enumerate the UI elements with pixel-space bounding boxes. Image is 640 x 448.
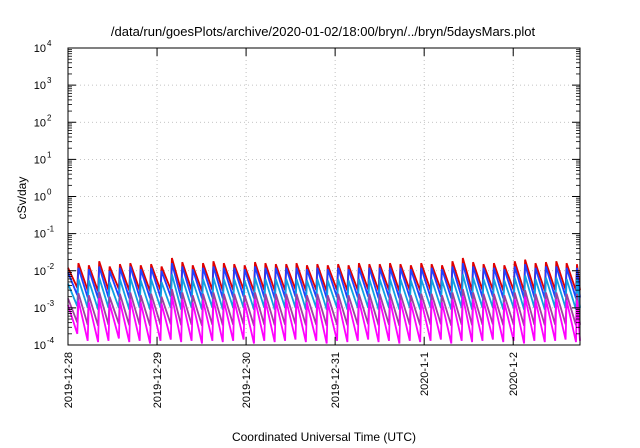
series-layer <box>67 257 581 344</box>
x-tick-label: 2019-12-30 <box>241 352 253 408</box>
x-axis-label: Coordinated Universal Time (UTC) <box>232 430 416 444</box>
y-tick-label: 10 <box>34 229 46 241</box>
x-tick-label: 2019-12-28 <box>63 352 75 408</box>
y-tick-label: 10 <box>34 303 46 315</box>
x-tick-label: 2019-12-29 <box>152 352 164 408</box>
x-tick-label: 2020-1-2 <box>508 352 520 396</box>
y-tick-label: 10 <box>34 266 46 278</box>
series-line-3 <box>67 274 581 310</box>
y-tick-label: 10 <box>34 340 46 352</box>
y-tick-label: 10 <box>34 192 46 204</box>
y-tick-exponent: 0 <box>47 188 52 197</box>
y-tick-exponent: 3 <box>47 76 52 85</box>
series-line-5 <box>67 295 581 344</box>
y-tick-label: 10 <box>34 154 46 166</box>
x-tick-label: 2019-12-31 <box>330 352 342 408</box>
x-axis: 2019-12-28 2019-12-29 2019-12-30 2019-12-31… <box>63 48 520 408</box>
y-tick-label: 10 <box>34 43 46 55</box>
y-tick-exponent: -2 <box>47 262 55 271</box>
y-tick-exponent: 1 <box>47 150 52 159</box>
x-tick-label: 2020-1-1 <box>419 352 431 396</box>
y-tick-exponent: 2 <box>47 113 52 122</box>
y-tick-label: 10 <box>34 117 46 129</box>
y-axis-label: cSv/day <box>15 177 29 220</box>
y-tick-exponent: -4 <box>47 336 55 345</box>
y-tick-exponent: 4 <box>47 39 52 48</box>
y-tick-exponent: -3 <box>47 299 55 308</box>
y-tick-label: 10 <box>34 80 46 92</box>
y-tick-exponent: -1 <box>47 225 55 234</box>
chart-title: /data/run/goesPlots/archive/2020-01-02/1… <box>111 24 536 39</box>
